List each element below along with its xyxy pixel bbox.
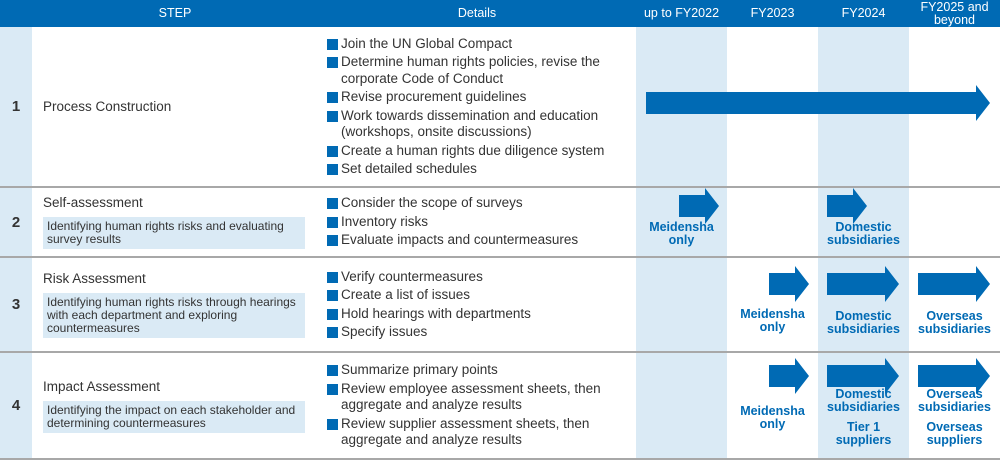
detail-item: Create a human rights due diligence syst… [327, 143, 627, 160]
details-list: Join the UN Global Compact Determine huma… [327, 27, 627, 186]
scope-label: Domestic subsidiaries [827, 309, 900, 336]
detail-item: Review employee assessment sheets, then … [327, 381, 627, 414]
detail-item: Set detailed schedules [327, 161, 627, 178]
header-fy2025: FY2025 and beyond [920, 0, 989, 27]
header-fy2024: FY2024 [841, 6, 886, 20]
details-list: Summarize primary points Review employee … [327, 353, 627, 458]
details-list: Verify countermeasures Create a list of i… [327, 258, 627, 351]
arrow-icon [769, 358, 809, 394]
detail-item: Specify issues [327, 324, 627, 341]
scope-label: Meidensha only [740, 404, 805, 431]
detail-item: Create a list of issues [327, 287, 627, 304]
detail-item: Work towards dissemination and education… [327, 108, 627, 141]
step-subtitle: Identifying human rights risks through h… [43, 293, 305, 338]
step-row: 4 Impact Assessment Identifying the impa… [0, 353, 1000, 460]
step-row: 3 Risk Assessment Identifying human righ… [0, 258, 1000, 353]
step-number: 4 [11, 397, 21, 414]
scope-label: Domestic subsidiaries [827, 220, 900, 247]
step-number: 1 [11, 98, 21, 115]
detail-item: Evaluate impacts and countermeasures [327, 232, 627, 249]
header-step: STEP [158, 6, 192, 20]
scope-label: Meidensha only [740, 307, 805, 334]
detail-item: Revise procurement guidelines [327, 89, 627, 106]
arrow-icon [769, 266, 809, 302]
step-title: Impact Assessment [43, 378, 161, 394]
step-title: Risk Assessment [43, 271, 146, 286]
table-header: STEP Details up to FY2022 FY2023 FY2024 … [0, 0, 1000, 27]
arrow-icon [646, 85, 990, 121]
arrow-icon [918, 358, 990, 394]
detail-item: Determine human rights policies, revise … [327, 54, 627, 87]
arrow-icon [827, 188, 867, 224]
step-title: Self-assessment [43, 195, 143, 210]
step-number: 3 [11, 296, 21, 313]
details-list: Consider the scope of surveys Inventory r… [327, 188, 627, 256]
step-subtitle: Identifying the impact on each stakehold… [43, 400, 305, 433]
header-details: Details [457, 6, 497, 20]
step-number: 2 [11, 213, 21, 231]
scope-label: Overseas suppliers [926, 420, 983, 447]
scope-label: Domestic subsidiaries [827, 387, 900, 414]
detail-item: Review supplier assessment sheets, then … [327, 416, 627, 449]
arrow-icon [918, 266, 990, 302]
header-fy2022: up to FY2022 [643, 6, 720, 20]
scope-label: Tier 1 suppliers [835, 420, 892, 447]
step-row: 1 Process Construction Join the UN Globa… [0, 27, 1000, 188]
arrow-icon [827, 266, 899, 302]
arrow-icon [827, 358, 899, 394]
detail-item: Verify countermeasures [327, 269, 627, 286]
scope-label: Overseas subsidiaries [918, 309, 991, 336]
scope-label: Overseas subsidiaries [918, 387, 991, 414]
step-row: 2 Self-assessment Identifying human righ… [0, 188, 1000, 258]
detail-item: Hold hearings with departments [327, 306, 627, 323]
detail-item: Join the UN Global Compact [327, 36, 627, 53]
header-fy2023: FY2023 [750, 6, 795, 20]
detail-item: Inventory risks [327, 214, 627, 231]
step-subtitle: Identifying human rights risks and evalu… [43, 217, 305, 249]
scope-label: Meidensha only [649, 220, 714, 247]
detail-item: Summarize primary points [327, 362, 627, 379]
arrow-icon [679, 188, 719, 224]
step-title: Process Construction [43, 99, 172, 114]
detail-item: Consider the scope of surveys [327, 195, 627, 212]
